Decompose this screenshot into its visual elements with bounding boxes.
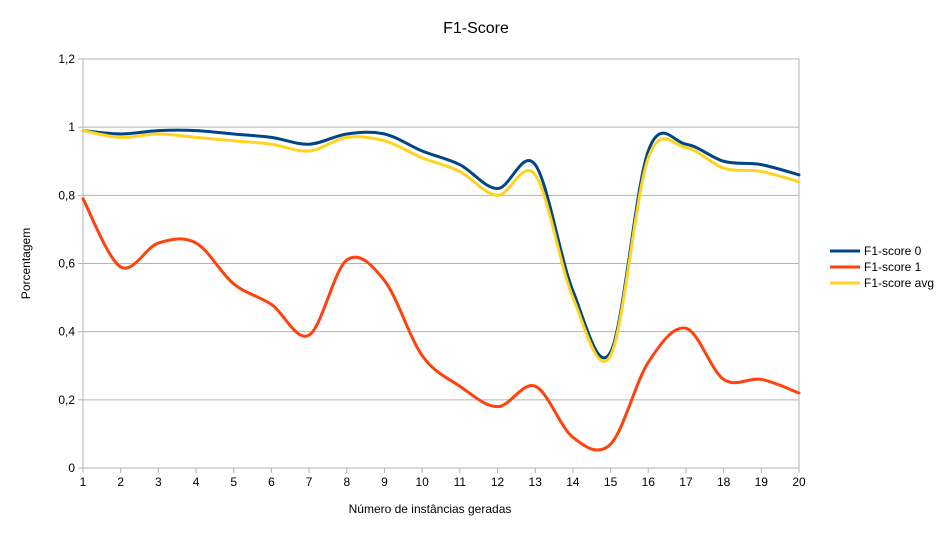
x-tick-label: 9 (381, 475, 388, 489)
chart-title: F1-Score (443, 20, 509, 37)
x-tick-label: 19 (755, 475, 769, 489)
legend-label-f1-score-1: F1-score 1 (864, 260, 922, 274)
y-tick-label: 0,8 (58, 188, 75, 202)
x-tick-label: 3 (155, 475, 162, 489)
x-tick-label: 15 (604, 475, 618, 489)
x-tick-label: 12 (491, 475, 505, 489)
x-tick-label: 5 (230, 475, 237, 489)
legend-label-f1-score-0: F1-score 0 (864, 244, 922, 258)
y-tick-label: 0 (68, 461, 75, 475)
x-tick-label: 17 (679, 475, 693, 489)
x-tick-label: 7 (306, 475, 313, 489)
x-axis-label: Número de instâncias geradas (349, 502, 512, 516)
series-lines (81, 128, 801, 452)
y-tick-label: 0,2 (58, 393, 75, 407)
x-tick-label: 6 (268, 475, 275, 489)
y-tick-label: 0,4 (58, 325, 75, 339)
y-tick-label: 1,2 (58, 52, 75, 66)
x-tick-label: 16 (642, 475, 656, 489)
x-tick-label: 11 (454, 475, 467, 489)
x-tick-label: 8 (343, 475, 350, 489)
x-tick-label: 4 (193, 475, 200, 489)
y-tick-label: 0,6 (58, 257, 75, 271)
x-tick-label: 20 (792, 475, 806, 489)
y-tick-label: 1 (68, 120, 75, 134)
gridlines (83, 58, 799, 469)
x-tick-label: 18 (717, 475, 731, 489)
series-line-f1-score-avg (81, 129, 801, 363)
legend: F1-score 0 F1-score 1 F1-score avg (830, 244, 934, 290)
x-tick-label: 13 (529, 475, 543, 489)
x-tick-label: 1 (80, 475, 87, 489)
x-tick-label: 10 (415, 475, 429, 489)
x-tick-label: 2 (117, 475, 124, 489)
x-tick-label: 14 (566, 475, 580, 489)
y-axis-label: Porcentagem (19, 228, 33, 299)
legend-label-f1-score-avg: F1-score avg (864, 276, 934, 290)
series-line-f1-score-1 (81, 197, 801, 452)
series-line-f1-score-0 (81, 128, 801, 360)
axes: 00,20,40,60,811,21 2 3 4 5 6 7 8 9 10 11 12 13 14 15 16… (58, 52, 806, 489)
